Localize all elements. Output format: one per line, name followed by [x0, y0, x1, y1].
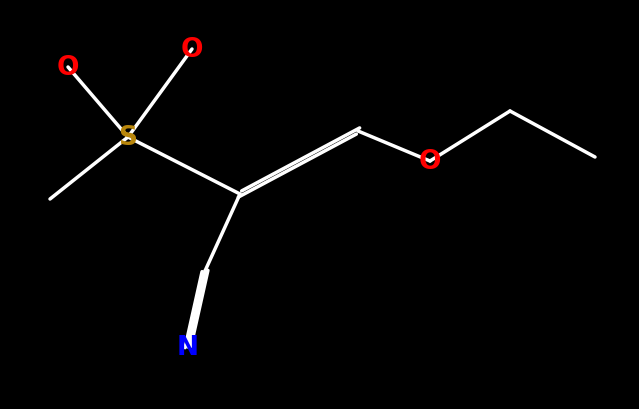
Text: O: O — [181, 37, 203, 63]
Text: N: N — [177, 334, 199, 360]
Text: S: S — [118, 125, 137, 151]
Text: O: O — [57, 55, 79, 81]
Text: O: O — [419, 148, 442, 175]
